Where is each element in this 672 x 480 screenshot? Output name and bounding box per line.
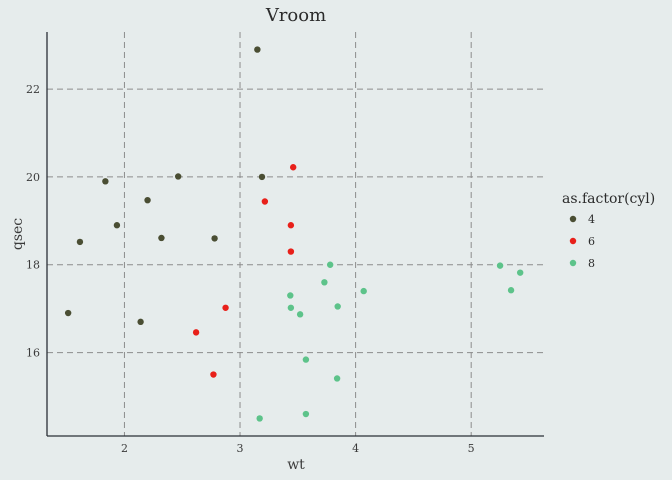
data-point-cyl-4 bbox=[137, 318, 144, 326]
x-axis-label: wt bbox=[287, 457, 305, 473]
legend: as.factor(cyl) 4 6 8 bbox=[562, 191, 655, 270]
data-point-cyl-8 bbox=[302, 410, 310, 418]
data-points bbox=[64, 46, 524, 422]
x-tick-label: 4 bbox=[352, 442, 359, 455]
data-point-cyl-8 bbox=[287, 304, 295, 311]
data-point-cyl-6 bbox=[287, 248, 295, 255]
data-point-cyl-8 bbox=[296, 311, 304, 318]
data-point-cyl-8 bbox=[321, 279, 328, 286]
tick-labels: 2 3 4 5 16 18 20 22 bbox=[26, 83, 475, 455]
axes-layer bbox=[46, 32, 544, 437]
data-point-cyl-8 bbox=[507, 287, 515, 294]
chart-title: Vroom bbox=[265, 5, 326, 26]
legend-items: 4 6 8 bbox=[569, 213, 595, 270]
legend-label-4: 4 bbox=[588, 213, 595, 226]
data-point-cyl-8 bbox=[302, 356, 310, 363]
data-point-cyl-6 bbox=[289, 164, 297, 171]
y-tick-label: 18 bbox=[26, 259, 40, 272]
data-point-cyl-6 bbox=[192, 329, 200, 336]
data-point-cyl-8 bbox=[516, 269, 524, 276]
data-point-cyl-4 bbox=[254, 46, 261, 53]
data-point-cyl-4 bbox=[258, 173, 266, 181]
legend-key-6 bbox=[569, 237, 577, 245]
y-axis-label: qsec bbox=[10, 218, 26, 250]
data-point-cyl-4 bbox=[102, 178, 109, 185]
legend-label-6: 6 bbox=[588, 235, 595, 248]
grid-layer bbox=[47, 32, 544, 436]
data-point-cyl-6 bbox=[222, 304, 229, 311]
x-tick-label: 3 bbox=[237, 442, 244, 455]
data-point-cyl-4 bbox=[64, 309, 72, 317]
data-point-cyl-6 bbox=[261, 198, 269, 205]
data-point-cyl-8 bbox=[256, 415, 263, 422]
y-tick-label: 20 bbox=[26, 171, 40, 184]
data-point-cyl-8 bbox=[287, 292, 294, 299]
data-point-cyl-4 bbox=[174, 173, 182, 180]
data-point-cyl-8 bbox=[496, 262, 504, 269]
legend-key-8 bbox=[569, 259, 577, 267]
data-point-cyl-8 bbox=[334, 303, 341, 310]
data-point-cyl-4 bbox=[144, 196, 151, 204]
data-point-cyl-4 bbox=[158, 234, 165, 242]
x-tick-label: 5 bbox=[468, 442, 475, 455]
x-tick-label: 2 bbox=[121, 442, 128, 455]
data-point-cyl-6 bbox=[210, 371, 217, 378]
data-point-cyl-4 bbox=[76, 238, 84, 246]
data-point-cyl-8 bbox=[333, 375, 341, 382]
legend-title: as.factor(cyl) bbox=[562, 191, 655, 207]
y-tick-label: 16 bbox=[26, 347, 40, 360]
y-tick-label: 22 bbox=[26, 83, 40, 96]
data-point-cyl-4 bbox=[211, 235, 218, 242]
data-point-cyl-8 bbox=[360, 287, 367, 295]
data-point-cyl-6 bbox=[287, 222, 295, 229]
legend-label-8: 8 bbox=[588, 257, 595, 270]
data-point-cyl-8 bbox=[326, 261, 334, 268]
legend-key-4 bbox=[569, 215, 577, 223]
data-point-cyl-4 bbox=[113, 222, 121, 229]
